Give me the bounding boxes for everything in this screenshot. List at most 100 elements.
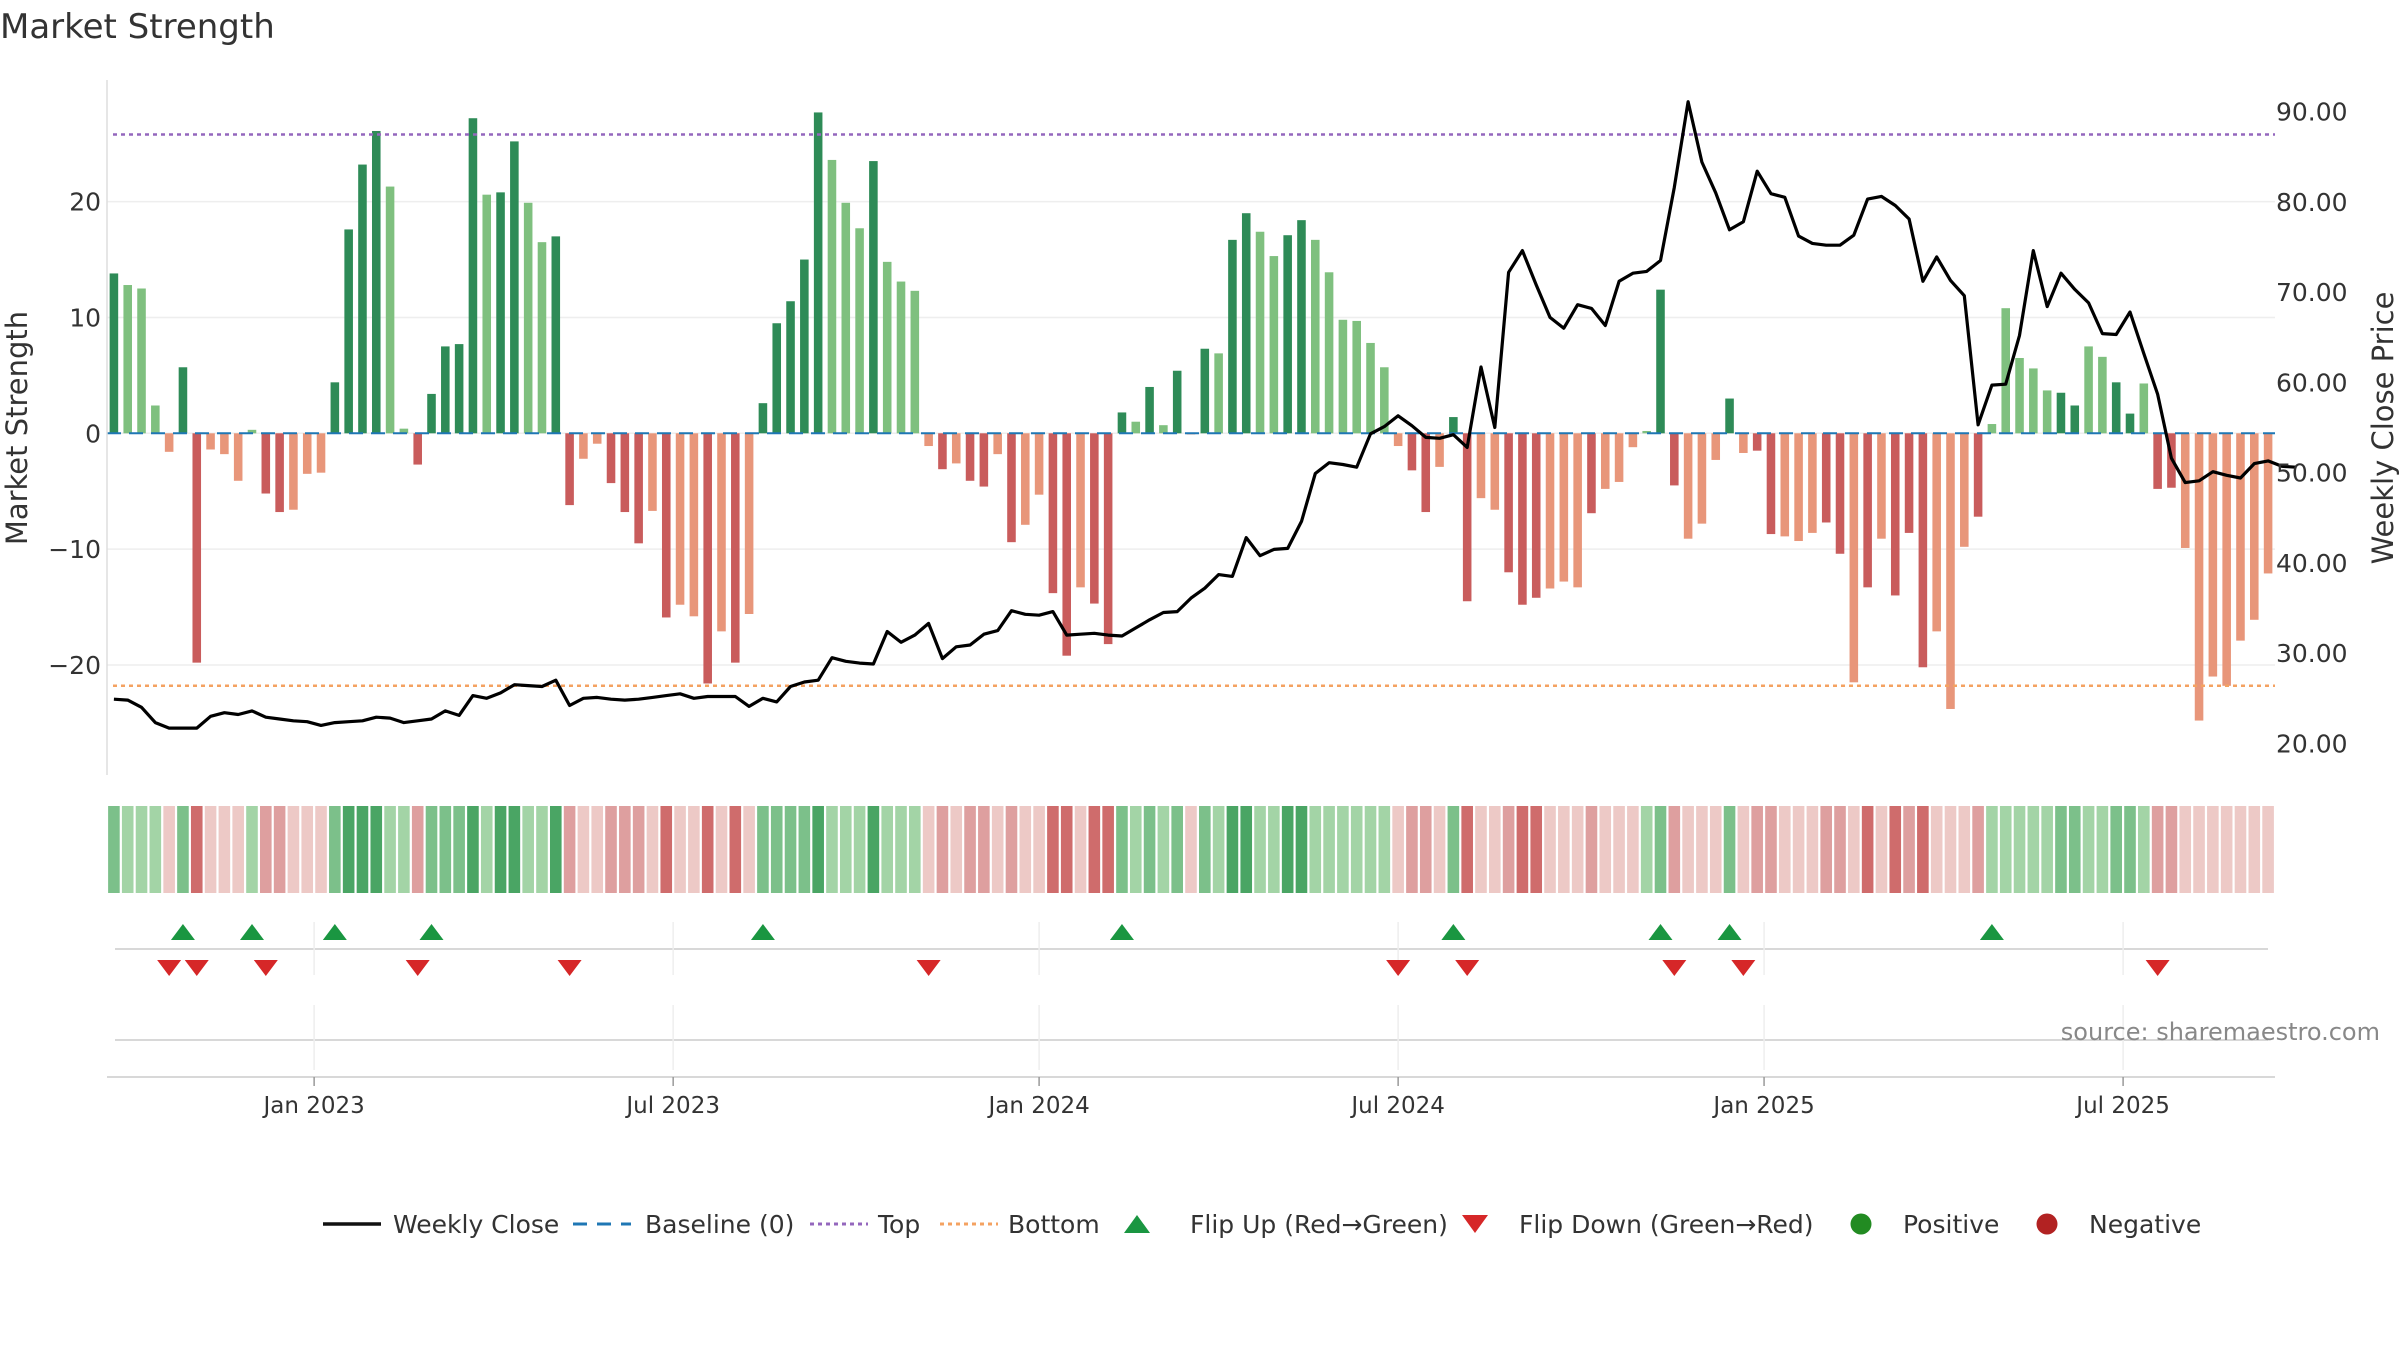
negative-bar xyxy=(1697,433,1707,524)
heat-cell xyxy=(660,806,673,893)
heat-cell xyxy=(605,806,617,893)
source-note: source: sharemaestro.com xyxy=(2061,1018,2380,1046)
heat-cell xyxy=(2041,806,2053,893)
heat-cell xyxy=(1268,806,1280,893)
heat-cell xyxy=(1254,806,1266,893)
negative-bar xyxy=(302,433,312,474)
positive-bar xyxy=(758,403,768,434)
heat-cell xyxy=(149,806,162,893)
negative-bar xyxy=(565,433,574,506)
negative-bar xyxy=(1573,433,1582,588)
negative-bar xyxy=(634,433,643,544)
negative-bar xyxy=(703,433,712,684)
heat-cell xyxy=(1723,806,1736,893)
heat-cell xyxy=(2262,806,2274,893)
heat-cell xyxy=(2151,806,2164,893)
heat-cell xyxy=(508,806,521,893)
negative-bar xyxy=(1545,433,1555,589)
heat-cell xyxy=(936,806,949,893)
positive-bar xyxy=(1987,424,1997,434)
negative-bar xyxy=(233,433,243,481)
heat-cell xyxy=(1323,806,1335,893)
heat-cell xyxy=(1944,806,1957,893)
positive-bar xyxy=(2001,308,2011,434)
heat-cell xyxy=(1281,806,1294,893)
heat-cell xyxy=(1806,806,1819,893)
negative-bar xyxy=(2194,433,2204,721)
positive-bar xyxy=(1117,412,1127,434)
heat-cell xyxy=(467,806,479,893)
positive-bar xyxy=(2042,390,2052,434)
heat-cell xyxy=(1419,806,1432,893)
heat-cell xyxy=(1930,806,1943,893)
heat-cell xyxy=(1212,806,1225,893)
negative-bar xyxy=(1062,433,1072,656)
flip-down-marker xyxy=(184,960,209,976)
positive-bar xyxy=(1200,348,1210,434)
negative-bar xyxy=(2222,433,2231,686)
heat-cell xyxy=(2055,806,2067,893)
heat-cell xyxy=(108,806,120,893)
negative-bar xyxy=(164,433,174,452)
heat-cell xyxy=(1696,806,1708,893)
heat-cell xyxy=(1999,806,2012,893)
negative-bar xyxy=(924,433,933,447)
axes-layer: 20 10 0 −10 −20 90.00 80.00 70.00 60.00 50.00 40.0… xyxy=(0,80,2400,775)
heat-cell xyxy=(991,806,1004,893)
heat-cell xyxy=(1240,806,1253,893)
flip-down-marker xyxy=(1386,960,1411,976)
heat-cell xyxy=(1116,806,1128,893)
positive-bar xyxy=(109,273,119,434)
positive-bar xyxy=(1269,256,1279,434)
heat-cell xyxy=(1544,806,1556,893)
flip-down-marker xyxy=(557,960,582,976)
heat-cell xyxy=(425,806,438,893)
chart-title: Market Strength xyxy=(0,7,275,47)
negative-bar xyxy=(1407,433,1417,471)
heat-cell xyxy=(1737,806,1750,893)
heat-cell xyxy=(688,806,700,893)
heat-cell xyxy=(2082,806,2095,893)
flip-up-marker xyxy=(322,924,347,940)
negative-bar xyxy=(1808,433,1817,533)
negative-bar xyxy=(1780,433,1790,537)
negative-bar xyxy=(1752,433,1762,451)
heat-cell xyxy=(2248,806,2261,893)
positive-bar xyxy=(2139,383,2149,434)
heat-cell xyxy=(1488,806,1501,893)
negative-bar xyxy=(289,433,298,510)
right-axis-label: Weekly Close Price xyxy=(2366,292,2400,565)
heat-cell xyxy=(743,806,755,893)
right-tick-label: 30.00 xyxy=(2276,639,2348,668)
negative-bar xyxy=(2263,433,2273,574)
heat-cell xyxy=(1047,806,1059,893)
positive-bar xyxy=(1725,398,1734,434)
heat-cell xyxy=(232,806,244,893)
negative-bar xyxy=(1946,433,1955,709)
negative-bar xyxy=(606,433,616,484)
heat-cell xyxy=(577,806,590,893)
negative-bar xyxy=(648,433,657,511)
positive-bar xyxy=(1297,220,1306,434)
negative-bar xyxy=(1766,433,1776,535)
heat-cell xyxy=(1875,806,1888,893)
negative-bar xyxy=(1090,433,1099,604)
negative-bar xyxy=(938,433,947,470)
right-tick-label: 60.00 xyxy=(2276,368,2348,397)
negative-bar xyxy=(661,433,671,618)
heat-cell xyxy=(2234,806,2247,893)
legend-swatch-circle xyxy=(2036,1213,2058,1235)
flip-down-marker xyxy=(916,960,941,976)
positive-bar xyxy=(1283,235,1292,434)
heat-cell xyxy=(1765,806,1777,893)
heat-cell xyxy=(619,806,631,893)
negative-bar xyxy=(579,433,588,459)
heat-cell xyxy=(273,806,286,893)
negative-bar xyxy=(965,433,975,481)
negative-bar xyxy=(1587,433,1596,514)
heat-cell xyxy=(1709,806,1722,893)
negative-bar xyxy=(1076,433,1085,588)
heat-cell xyxy=(2207,806,2219,893)
heat-cell xyxy=(1834,806,1846,893)
heat-cell xyxy=(2110,806,2122,893)
